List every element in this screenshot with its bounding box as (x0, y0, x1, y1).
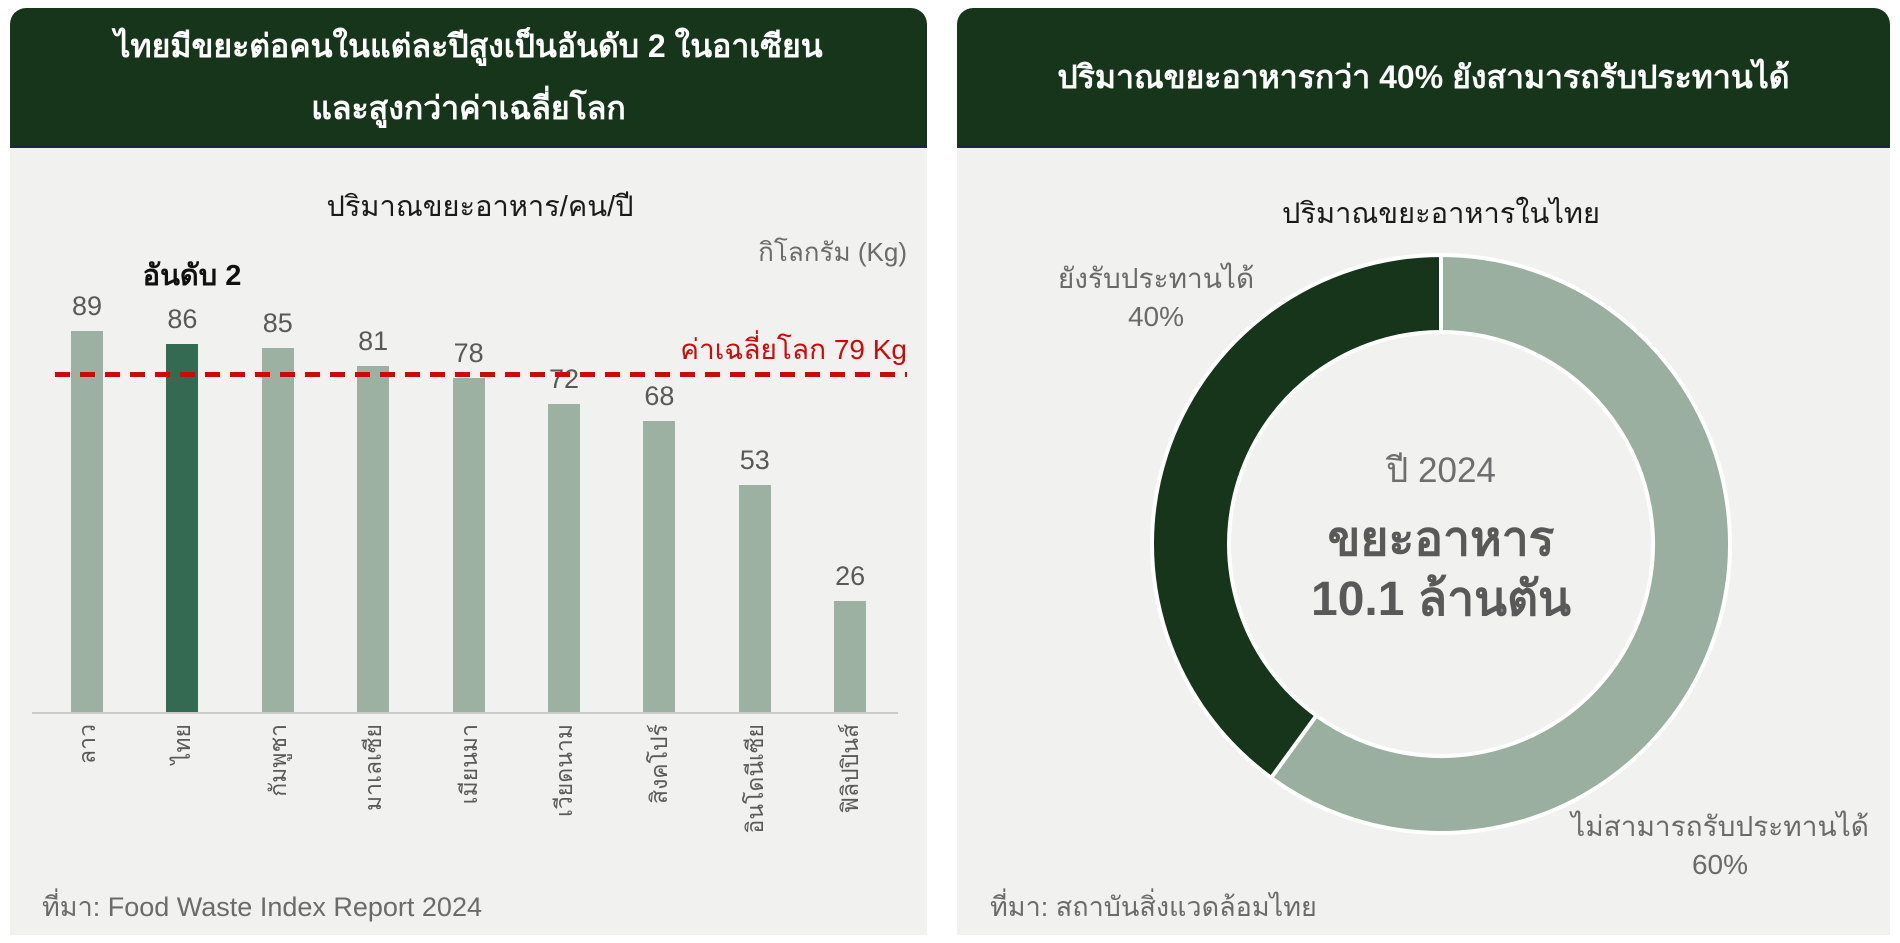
bar-category-label: เมียนมา (455, 724, 482, 805)
bar-value-label: 89 (71, 291, 103, 322)
right-panel-donut-chart: ปริมาณขยะอาหารกว่า 40% ยังสามารถรับประทา… (957, 8, 1890, 935)
bar-category-label: มาเลเซีย (360, 724, 387, 811)
inedible-slice-label-text: ไม่สามารถรับประทานได้ (1571, 811, 1869, 842)
bar-กัมพูชา (261, 348, 294, 712)
donut-slice-40% (1150, 253, 1443, 780)
bar-เวียดนาม (548, 404, 580, 712)
bar-value-label: 86 (167, 304, 198, 335)
bar-value-label: 53 (739, 445, 770, 476)
left-panel-header: ไทยมีขยะต่อคนในแต่ละปีสูงเป็นอันดับ 2 ใน… (10, 8, 927, 148)
left-title-line-2: และสูงกว่าค่าเฉลี่ยโลก (311, 89, 626, 126)
inedible-slice-label-pct: 60% (1691, 849, 1749, 880)
donut-center-label: ขยะอาหาร (1327, 513, 1555, 566)
rank-2-annotation: อันดับ 2 (142, 260, 242, 292)
donut-chart (1150, 253, 1732, 835)
bar-เมียนมา (452, 378, 485, 712)
bar-value-label: 68 (644, 381, 675, 412)
donut-slice-60% (1269, 253, 1732, 835)
bar-value-label: 78 (453, 338, 484, 369)
bar-chart-title: ปริมาณขยะอาหาร/คน/ปี (326, 191, 634, 223)
bar-chart-unit-label: กิโลกรัม (Kg) (758, 237, 907, 267)
inedible-slice-label: ไม่สามารถรับประทานได้ 60% (1520, 808, 1890, 884)
edible-slice-label: ยังรับประทานได้ 40% (1050, 260, 1262, 336)
bar-category-label: อินโดนีเซีย (741, 724, 768, 834)
donut-center-amount: 10.1 ล้านตัน (1311, 573, 1571, 626)
bar-สิงคโปร์ (643, 421, 676, 712)
bar-category-label: ลาว (74, 724, 100, 764)
edible-slice-label-pct: 40% (1127, 301, 1185, 332)
bar-ลาว (71, 331, 103, 712)
bar-value-label: 81 (358, 325, 389, 356)
bar-category-label: กัมพูชา (264, 724, 291, 797)
right-source-note: ที่มา: สถาบันสิ่งแวดล้อมไทย (990, 892, 1317, 922)
bar-category-label: ไทย (169, 724, 196, 765)
donut-center-year: ปี 2024 (1386, 451, 1496, 490)
world-average-reference-line (55, 371, 907, 377)
donut-center-text: ปี 2024 ขยะอาหาร 10.1 ล้านตัน (1191, 448, 1691, 630)
bar-category-label: ฟิลิปปินส์ (837, 724, 864, 814)
bar-category-label: เวียดนาม (551, 724, 577, 817)
bar-ฟิลิปปินส์ (834, 600, 867, 712)
donut-chart-title: ปริมาณขยะอาหารในไทย (1281, 198, 1601, 230)
left-source-note: ที่มา: Food Waste Index Report 2024 (42, 892, 482, 922)
left-title-line-1: ไทยมีขยะต่อคนในแต่ละปีสูงเป็นอันดับ 2 ใน… (114, 27, 823, 64)
world-average-label: ค่าเฉลี่ยโลก 79 Kg (680, 334, 907, 365)
right-title: ปริมาณขยะอาหารกว่า 40% ยังสามารถรับประทา… (1057, 58, 1790, 95)
bar-มาเลเซีย (357, 365, 390, 712)
left-panel-bar-chart: ไทยมีขยะต่อคนในแต่ละปีสูงเป็นอันดับ 2 ใน… (10, 8, 927, 935)
bar-ไทย (166, 344, 199, 712)
bar-value-label: 26 (835, 560, 866, 591)
bar-value-label: 72 (548, 364, 580, 394)
right-panel-header: ปริมาณขยะอาหารกว่า 40% ยังสามารถรับประทา… (957, 8, 1890, 148)
bar-อินโดนีเซีย (738, 485, 771, 712)
edible-slice-label-text: ยังรับประทานได้ (1057, 263, 1255, 294)
x-axis-line (32, 712, 898, 714)
bar-category-label: สิงคโปร์ (646, 724, 673, 804)
bar-value-label: 85 (262, 308, 293, 339)
